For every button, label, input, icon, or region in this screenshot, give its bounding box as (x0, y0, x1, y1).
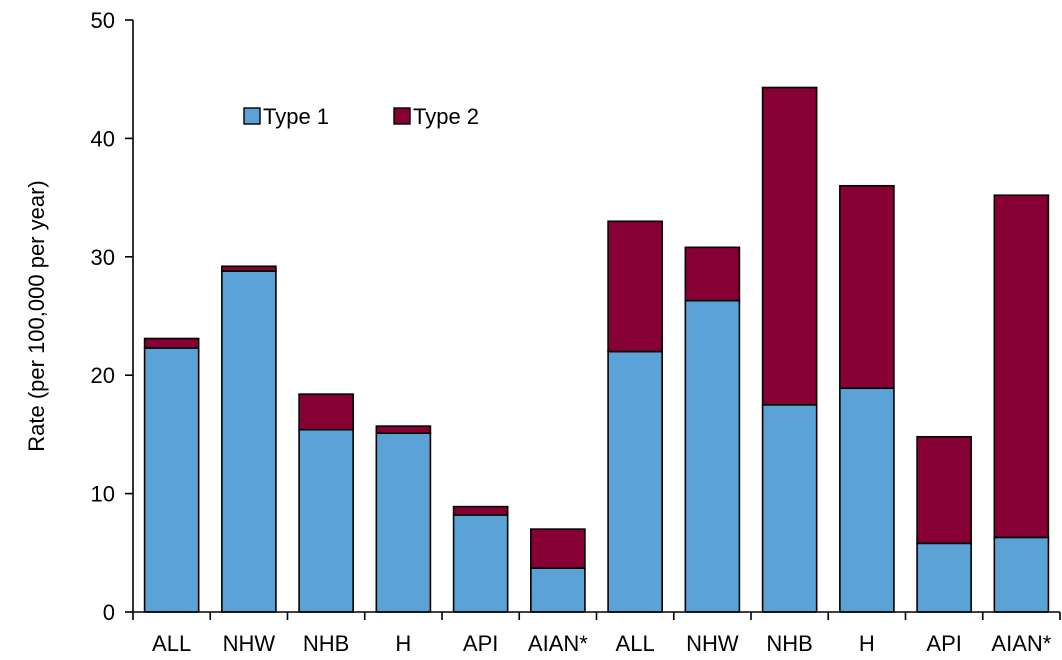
x-tick-label-1: NHW (223, 631, 276, 656)
bar-type-2-11 (993, 194, 1050, 539)
bar-type-1-0 (143, 347, 200, 613)
x-tick-label-2: NHB (303, 631, 349, 656)
x-tick-label-7: NHW (686, 631, 739, 656)
bar-type-2-6 (607, 220, 663, 353)
bar-type-2-4 (452, 505, 509, 516)
legend: Type 1 Type 2 (243, 104, 479, 129)
y-tick-label-0: 0 (103, 600, 115, 625)
bar-type-1-5 (530, 567, 586, 613)
y-axis-label: Rate (per 100,000 per year) (24, 180, 49, 452)
bar-type-2-8 (761, 86, 818, 406)
legend-swatch-type-1 (243, 107, 261, 125)
x-tick-label-5: AIAN* (528, 631, 588, 656)
bar-type-1-9 (839, 387, 895, 613)
bar-type-1-4 (452, 514, 509, 613)
x-tick-label-8: NHB (766, 631, 812, 656)
bar-type-2-1 (221, 265, 277, 272)
y-tick-label-30: 30 (91, 245, 115, 270)
legend-swatch-type-2 (393, 107, 411, 125)
bars-layer (143, 86, 1050, 613)
bar-type-2-2 (298, 393, 354, 431)
bar-type-1-2 (298, 428, 354, 613)
legend-label-type-1: Type 1 (263, 104, 329, 129)
axes-layer: 0 10 20 30 40 50 ALL NHW NHB H API AIAN* ALL NHW NHB H A… (91, 8, 1061, 656)
bar-type-1-3 (375, 432, 432, 613)
x-tick-label-9: H (859, 631, 875, 656)
x-tick-label-6: ALL (616, 631, 655, 656)
bar-type-2-5 (530, 528, 586, 569)
legend-label-type-2: Type 2 (413, 104, 479, 129)
y-tick-label-10: 10 (91, 482, 115, 507)
y-tick-label-50: 50 (91, 8, 115, 33)
bar-type-1-6 (607, 350, 663, 613)
x-tick-label-4: API (463, 631, 498, 656)
bar-type-1-7 (684, 299, 741, 613)
y-tick-label-20: 20 (91, 363, 115, 388)
bar-type-1-1 (221, 270, 277, 613)
bar-type-1-10 (916, 542, 972, 613)
x-tick-label-0: ALL (152, 631, 191, 656)
y-tick-label-40: 40 (91, 126, 115, 151)
x-tick-label-3: H (395, 631, 411, 656)
x-tick-label-10: API (926, 631, 961, 656)
bar-type-2-0 (143, 337, 200, 349)
bar-type-2-10 (916, 435, 972, 545)
bar-type-1-8 (761, 403, 818, 613)
x-tick-label-11: AIAN* (991, 631, 1051, 656)
bar-type-2-3 (375, 425, 432, 435)
bar-type-2-9 (839, 184, 895, 390)
bar-type-1-11 (993, 536, 1050, 613)
bar-type-2-7 (684, 246, 741, 302)
